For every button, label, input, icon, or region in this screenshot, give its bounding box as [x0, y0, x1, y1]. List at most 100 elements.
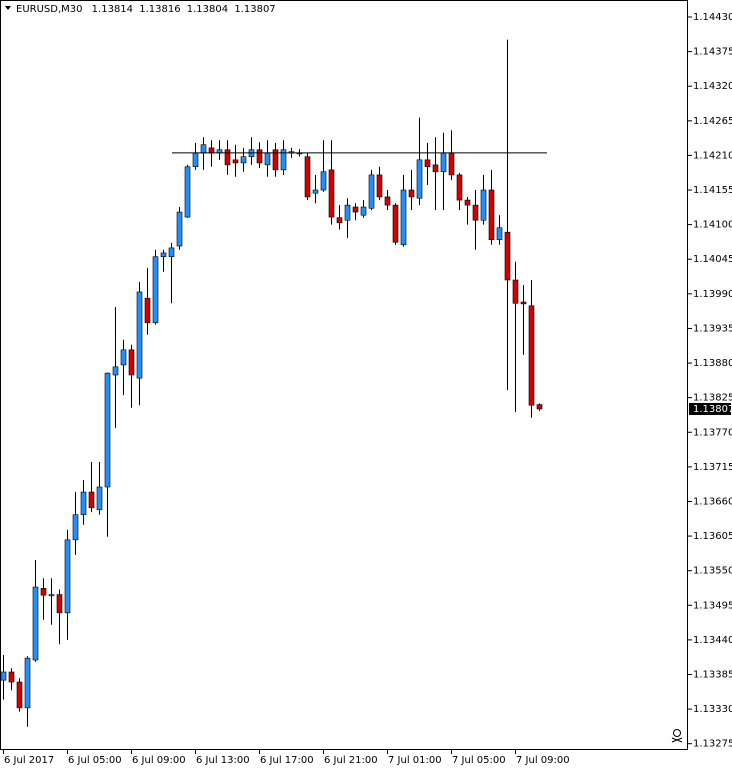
candle-body — [128, 349, 135, 376]
x-tick-label: 7 Jul 01:00 — [388, 755, 442, 766]
candle-body — [536, 404, 543, 410]
candle-body — [224, 149, 231, 166]
candle-body — [408, 189, 415, 198]
y-tick-label: 1.13990 — [693, 289, 732, 300]
last-high: 1.13816 — [139, 4, 180, 15]
y-tick-label: 1.14210 — [693, 150, 732, 161]
candle-body — [376, 174, 383, 198]
candle-body — [384, 196, 391, 206]
candle-body — [272, 149, 279, 171]
candle-body — [200, 144, 207, 154]
candle-body — [368, 174, 375, 209]
y-tick-label: 1.13495 — [693, 600, 732, 611]
candle-body — [72, 514, 79, 541]
candle-body — [136, 291, 143, 379]
candle-body — [400, 189, 407, 246]
candle-body — [392, 204, 399, 243]
candle-body — [256, 149, 263, 164]
candle-body — [8, 671, 15, 683]
plot-frame — [0, 0, 688, 750]
candle-body — [512, 279, 519, 304]
y-tick-label: 1.13880 — [693, 358, 732, 369]
candle-body — [112, 366, 119, 376]
y-tick-label: 1.13660 — [693, 496, 732, 507]
candle-body — [320, 171, 327, 191]
last-close: 1.13807 — [234, 4, 275, 15]
x-tick-label: 7 Jul 05:00 — [452, 755, 506, 766]
y-tick-label: 1.13440 — [693, 635, 732, 646]
candle-body — [480, 189, 487, 221]
x-tick-label: 6 Jul 13:00 — [196, 755, 250, 766]
y-tick-label: 1.13605 — [693, 531, 732, 542]
y-tick-label: 1.14100 — [693, 220, 732, 231]
candle-body — [48, 594, 55, 597]
y-tick-label: 1.14265 — [693, 116, 732, 127]
candle-body — [152, 256, 159, 324]
candle-body — [88, 491, 95, 509]
last-open: 1.13814 — [92, 4, 133, 15]
candle-body — [472, 204, 479, 221]
menu-arrow[interactable] — [5, 6, 11, 10]
candle-body — [144, 297, 151, 324]
y-tick-label: 1.14320 — [693, 81, 732, 92]
y-tick-label: 1.13935 — [693, 323, 732, 334]
candle-body — [416, 159, 423, 199]
candle-body — [344, 204, 351, 221]
x-tick-label: 6 Jul 2017 — [4, 755, 54, 766]
candle-body — [56, 594, 63, 614]
candle-body — [312, 189, 319, 194]
skull-icon — [671, 729, 683, 743]
x-tick-label: 7 Jul 09:00 — [516, 755, 570, 766]
candle-body — [16, 681, 23, 709]
candle-body — [80, 491, 87, 515]
candle-body — [424, 159, 431, 168]
candle-body — [520, 301, 527, 305]
y-tick-label: 1.13385 — [693, 669, 732, 680]
candle-body — [448, 152, 455, 176]
candle-body — [360, 206, 367, 216]
candle-body — [496, 227, 503, 241]
candle-body — [176, 211, 183, 247]
candle-body — [32, 586, 39, 661]
candle-body — [104, 372, 111, 488]
candle-body — [456, 174, 463, 201]
last-low: 1.13804 — [187, 4, 228, 15]
chart-header: EURUSD,M30 1.13814 1.13816 1.13804 1.138… — [16, 4, 276, 15]
candle-body — [120, 349, 127, 366]
candle-body — [168, 247, 175, 258]
candle-body — [0, 671, 7, 681]
y-tick-label: 1.14375 — [693, 47, 732, 58]
candle-body — [432, 164, 439, 173]
candle-body — [488, 189, 495, 241]
candle-body — [24, 657, 31, 709]
x-tick-label: 6 Jul 21:00 — [324, 755, 378, 766]
y-tick-label: 1.13275 — [693, 739, 732, 750]
candle-body — [184, 166, 191, 218]
candle-body — [440, 152, 447, 173]
candle-body — [336, 217, 343, 224]
candle-body — [264, 152, 271, 166]
candle-body — [504, 231, 511, 281]
candle-body — [352, 206, 359, 213]
x-tick-label: 6 Jul 05:00 — [68, 755, 122, 766]
candle-body — [304, 156, 311, 198]
candle-body — [96, 486, 103, 510]
x-tick-label: 6 Jul 09:00 — [132, 755, 186, 766]
x-tick-label: 6 Jul 17:00 — [260, 755, 314, 766]
candle-body — [464, 199, 471, 206]
symbol: EURUSD,M30 — [16, 4, 82, 15]
price-label-bg — [689, 402, 731, 415]
y-tick-label: 1.14430 — [693, 12, 732, 23]
y-tick-label: 1.13825 — [693, 393, 732, 404]
y-tick-label: 1.13715 — [693, 462, 732, 473]
y-tick-label: 1.13550 — [693, 566, 732, 577]
candle-body — [64, 539, 71, 614]
candle-body — [40, 587, 47, 596]
candle-body — [192, 152, 199, 168]
candle-body — [280, 149, 287, 171]
candle-body — [328, 169, 335, 218]
candle-body — [240, 156, 247, 164]
candle-body — [160, 252, 167, 258]
y-tick-label: 1.13330 — [693, 704, 732, 715]
